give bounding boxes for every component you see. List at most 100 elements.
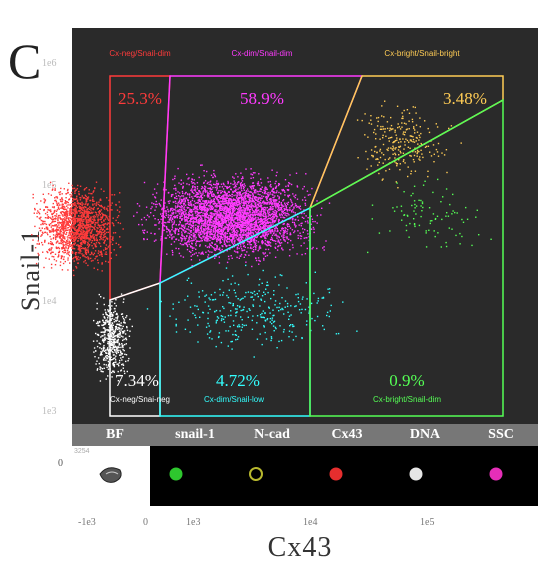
data-point [54, 218, 57, 220]
data-point [71, 194, 73, 196]
data-point [226, 186, 228, 188]
data-point [71, 250, 74, 253]
data-point [89, 227, 91, 229]
data-point [38, 227, 41, 229]
data-point [247, 227, 249, 230]
data-point [278, 219, 280, 221]
data-point [262, 234, 264, 236]
data-point [239, 182, 242, 185]
data-point [218, 228, 220, 230]
data-point [231, 220, 233, 222]
data-point [211, 238, 213, 240]
data-point [100, 235, 102, 237]
data-point [247, 243, 249, 246]
data-point [244, 196, 246, 198]
data-point [163, 224, 165, 226]
data-point [203, 213, 206, 215]
data-point [53, 218, 56, 220]
data-point [97, 214, 100, 216]
data-point [236, 246, 239, 249]
data-point [82, 230, 84, 233]
data-point [282, 223, 284, 225]
data-point [266, 206, 268, 209]
data-point [246, 194, 249, 197]
data-point [73, 208, 75, 211]
data-point [179, 227, 181, 229]
data-point [72, 222, 74, 224]
data-point [210, 188, 213, 191]
data-point [76, 219, 79, 221]
data-point [74, 252, 76, 254]
data-point [199, 208, 201, 211]
data-point [219, 242, 221, 244]
data-point [79, 209, 81, 211]
data-point [51, 213, 54, 216]
data-point [257, 257, 260, 259]
data-point [241, 222, 244, 225]
data-point [66, 240, 69, 242]
data-point [276, 249, 279, 251]
data-point [221, 217, 224, 219]
data-point [204, 222, 206, 224]
data-point [155, 200, 157, 203]
data-point [203, 181, 205, 184]
data-point [101, 255, 103, 257]
data-point [275, 233, 277, 235]
data-point [234, 221, 236, 223]
data-point [301, 199, 304, 201]
data-point [194, 186, 196, 189]
data-point [84, 203, 86, 206]
data-point [219, 247, 221, 249]
data-point [175, 229, 177, 232]
data-point [262, 218, 264, 220]
data-point [249, 221, 251, 223]
data-point [268, 208, 270, 210]
data-point [44, 239, 46, 242]
data-point [52, 230, 54, 232]
data-point [197, 221, 199, 223]
data-point [257, 203, 260, 205]
data-point [55, 233, 57, 236]
data-point [176, 210, 179, 213]
data-point [174, 209, 176, 211]
data-point [75, 217, 78, 220]
data-point [77, 262, 79, 264]
data-point [170, 195, 173, 198]
data-point [87, 249, 89, 251]
data-point [72, 258, 74, 260]
data-point [92, 200, 94, 202]
data-point [220, 218, 222, 221]
data-point [97, 218, 99, 221]
data-point [66, 215, 69, 217]
data-point [249, 208, 251, 211]
data-point [276, 206, 279, 208]
data-point [216, 245, 218, 247]
data-point [230, 200, 233, 202]
data-point [270, 245, 272, 247]
data-point [62, 234, 64, 236]
data-point [265, 219, 267, 222]
data-point [259, 215, 261, 217]
data-point [59, 226, 62, 228]
data-point [226, 209, 228, 211]
data-point [201, 227, 203, 229]
data-point [50, 223, 52, 225]
data-point [274, 247, 277, 249]
data-point [257, 206, 259, 209]
data-point [56, 202, 58, 204]
data-point [269, 191, 271, 194]
data-point [254, 225, 256, 227]
data-point [67, 244, 69, 247]
data-point [52, 251, 54, 253]
data-point [101, 233, 103, 235]
data-point [75, 231, 78, 233]
data-point [251, 192, 254, 195]
data-point [55, 210, 58, 212]
data-point [101, 263, 103, 265]
data-point [98, 241, 100, 244]
data-point [226, 202, 228, 204]
data-point [98, 224, 101, 227]
data-point [250, 216, 252, 218]
data-point [274, 219, 277, 222]
data-point [229, 232, 231, 234]
